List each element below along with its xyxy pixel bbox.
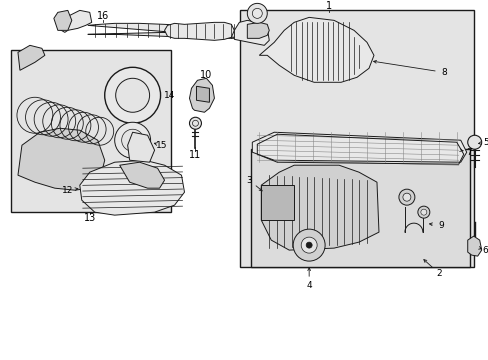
Bar	[251, 149, 469, 267]
Text: 15: 15	[156, 141, 167, 150]
Polygon shape	[196, 86, 209, 102]
Circle shape	[417, 206, 429, 218]
Text: 8: 8	[440, 68, 446, 77]
Polygon shape	[467, 236, 481, 256]
Text: 1: 1	[325, 1, 331, 12]
Circle shape	[116, 78, 149, 112]
Text: 3: 3	[246, 176, 252, 185]
Circle shape	[398, 189, 414, 205]
Text: 9: 9	[437, 221, 443, 230]
Polygon shape	[261, 185, 294, 220]
Circle shape	[467, 135, 481, 149]
Polygon shape	[87, 23, 247, 38]
Polygon shape	[127, 132, 154, 162]
Text: 13: 13	[83, 213, 96, 223]
Polygon shape	[54, 10, 72, 30]
Text: 14: 14	[163, 91, 175, 100]
Text: 2: 2	[435, 269, 441, 278]
Circle shape	[293, 229, 325, 261]
Circle shape	[189, 117, 201, 129]
Polygon shape	[234, 21, 269, 45]
Polygon shape	[58, 10, 92, 32]
Text: 7: 7	[465, 148, 470, 157]
Polygon shape	[259, 17, 373, 82]
Circle shape	[301, 237, 317, 253]
Polygon shape	[120, 162, 164, 188]
Polygon shape	[261, 165, 378, 250]
Text: 5: 5	[482, 138, 488, 147]
Polygon shape	[80, 160, 184, 215]
Bar	[11, 50, 170, 212]
Text: 12: 12	[62, 186, 73, 195]
Circle shape	[104, 67, 160, 123]
Polygon shape	[18, 128, 104, 190]
Circle shape	[115, 122, 150, 158]
Polygon shape	[189, 78, 214, 112]
Circle shape	[252, 8, 262, 18]
Polygon shape	[247, 22, 269, 38]
Circle shape	[247, 3, 267, 23]
Polygon shape	[252, 132, 466, 162]
Circle shape	[305, 242, 311, 248]
Text: 11: 11	[189, 150, 201, 160]
Bar	[240, 10, 473, 267]
Text: 16: 16	[97, 12, 109, 21]
Polygon shape	[18, 45, 45, 70]
Circle shape	[402, 193, 410, 201]
Text: 6: 6	[482, 246, 488, 255]
Text: 4: 4	[305, 280, 311, 289]
Polygon shape	[164, 22, 234, 40]
Circle shape	[420, 209, 426, 215]
Text: 10: 10	[200, 70, 212, 80]
Circle shape	[122, 129, 143, 151]
